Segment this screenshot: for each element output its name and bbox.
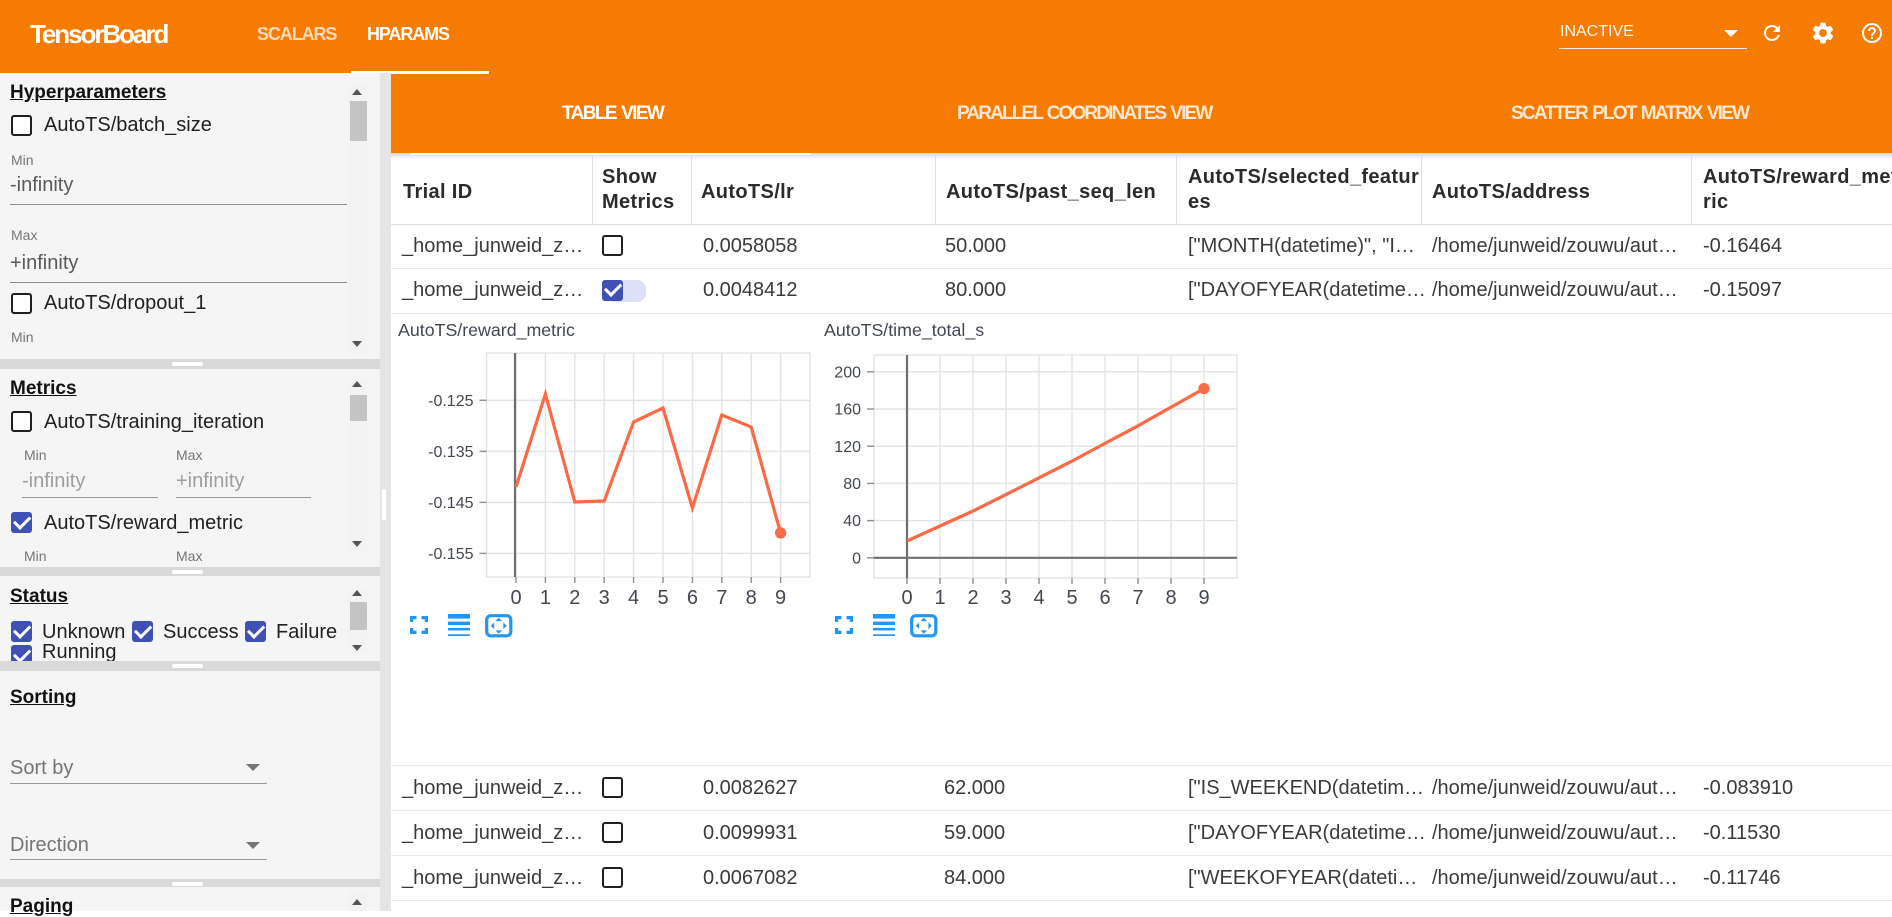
svg-text:40: 40 xyxy=(843,513,861,530)
svg-text:6: 6 xyxy=(1099,587,1110,609)
svg-text:1: 1 xyxy=(934,587,945,609)
svg-text:AutoTS/time_total_s: AutoTS/time_total_s xyxy=(824,320,984,341)
svg-text:120: 120 xyxy=(834,439,861,456)
svg-text:6: 6 xyxy=(687,587,698,609)
svg-text:200: 200 xyxy=(834,364,861,381)
svg-text:2: 2 xyxy=(569,587,580,609)
svg-text:160: 160 xyxy=(834,402,861,419)
svg-text:-0.135: -0.135 xyxy=(428,444,473,461)
svg-text:9: 9 xyxy=(775,587,786,609)
svg-text:-0.155: -0.155 xyxy=(428,546,473,563)
svg-text:3: 3 xyxy=(1000,587,1011,609)
svg-text:80: 80 xyxy=(843,476,861,493)
svg-text:-0.125: -0.125 xyxy=(428,393,473,410)
svg-text:0: 0 xyxy=(852,550,861,567)
svg-text:4: 4 xyxy=(628,587,639,609)
svg-text:0: 0 xyxy=(510,587,521,609)
svg-text:AutoTS/reward_metric: AutoTS/reward_metric xyxy=(398,320,575,341)
svg-text:0: 0 xyxy=(901,587,912,609)
svg-text:7: 7 xyxy=(1132,587,1143,609)
svg-text:5: 5 xyxy=(1066,587,1077,609)
svg-text:3: 3 xyxy=(599,587,610,609)
svg-text:1: 1 xyxy=(540,587,551,609)
svg-text:8: 8 xyxy=(1165,587,1176,609)
svg-text:9: 9 xyxy=(1198,587,1209,609)
svg-text:2: 2 xyxy=(967,587,978,609)
svg-text:8: 8 xyxy=(746,587,757,609)
svg-text:7: 7 xyxy=(716,587,727,609)
svg-text:5: 5 xyxy=(657,587,668,609)
svg-text:-0.145: -0.145 xyxy=(428,495,473,512)
svg-text:4: 4 xyxy=(1033,587,1044,609)
